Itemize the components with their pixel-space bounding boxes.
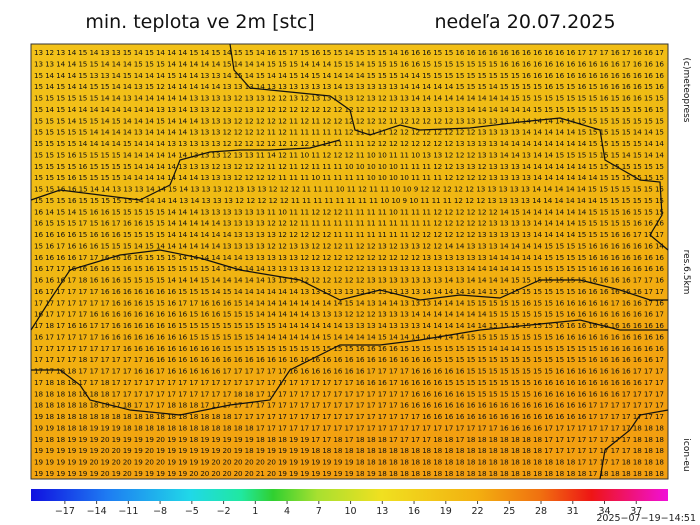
colorbar-tick-label: −2: [217, 506, 231, 517]
value-row: 15 15 15 15 16 15 15 15 15 14 14 14 14 1…: [34, 162, 664, 171]
value-row: 13 13 14 14 15 15 14 14 14 15 15 15 14 1…: [34, 59, 664, 68]
value-row: 18 18 18 18 18 18 18 17 17 17 17 17 17 1…: [34, 389, 664, 398]
value-row: 17 17 18 18 17 17 17 17 17 16 16 17 16 1…: [34, 367, 664, 376]
value-row: 16 17 17 16 16 16 16 15 16 15 16 15 15 1…: [34, 264, 664, 273]
value-row: 16 16 16 17 18 16 16 16 15 15 15 15 14 1…: [34, 276, 664, 285]
value-row: 16 16 16 16 15 16 16 16 15 15 15 15 14 1…: [34, 230, 664, 239]
model-name: icon-eu: [681, 438, 691, 471]
value-row: 19 19 19 19 19 20 19 20 20 19 20 20 19 1…: [34, 458, 664, 467]
colorbar-tick-label: 34: [598, 506, 610, 517]
timestamp: 2025−07−19−14:51: [596, 513, 696, 524]
value-row: 15 15 15 16 15 15 15 15 15 14 14 14 14 1…: [34, 196, 664, 205]
value-row: 15 15 15 15 15 14 14 14 14 13 14 14 14 1…: [34, 128, 664, 137]
colorbar-tick-label: 1: [252, 506, 258, 517]
value-row: 15 14 15 14 14 15 15 14 14 13 15 12 14 1…: [34, 82, 664, 91]
colorbar-tick-label: 19: [440, 506, 452, 517]
value-row: 17 18 17 16 16 17 17 16 16 16 16 16 16 1…: [34, 321, 664, 330]
value-row: 19 19 19 19 19 19 20 20 19 19 20 19 19 1…: [34, 446, 664, 455]
value-row: 15 15 15 16 15 15 15 15 14 14 14 14 14 1…: [34, 173, 664, 182]
value-row: 15 15 15 14 15 15 14 15 14 14 14 15 14 1…: [34, 116, 664, 125]
value-row: 19 18 18 19 19 19 20 19 19 19 19 20 19 1…: [34, 435, 664, 444]
value-row: 17 17 17 17 17 17 17 16 16 16 15 15 16 1…: [34, 298, 664, 307]
colorbar-tick-label: −17: [55, 506, 75, 517]
border-line: [229, 43, 669, 251]
map-title: min. teplota ve 2m [stc]: [85, 11, 314, 33]
colorbar-tick-label: 22: [471, 506, 483, 517]
value-row: 19 18 18 18 18 18 18 18 18 18 18 18 18 1…: [34, 412, 664, 421]
value-row: 16 16 16 16 17 17 16 16 16 16 15 15 15 1…: [34, 253, 664, 262]
colorbar-ticks: −17 −14 −11 −8 −5 −2 1 4 7 10 13 16 19 22 25 28 31 34 37: [55, 501, 642, 517]
map-area: [30, 43, 669, 480]
colorbar-tick-label: 13: [376, 506, 388, 517]
colorbar-tick-label: 37: [630, 506, 642, 517]
borders: [30, 43, 669, 480]
value-row: 15 15 16 16 15 14 14 13 13 13 14 14 15 1…: [34, 185, 664, 194]
border-line: [31, 319, 668, 416]
value-row: 18 18 18 18 18 18 18 17 18 17 17 17 18 1…: [34, 401, 664, 410]
colorbar-tick-label: 28: [535, 506, 547, 517]
value-row: 16 15 15 15 17 15 16 17 16 16 15 15 14 1…: [34, 219, 664, 228]
colorbar-tick-label: 4: [284, 506, 290, 517]
value-row: 15 14 14 14 15 13 13 14 15 14 14 14 15 1…: [34, 71, 664, 80]
resolution: res.6.5km: [681, 250, 691, 295]
border-line: [30, 139, 341, 201]
value-row: 15 15 15 15 14 14 14 14 15 14 14 14 13 1…: [34, 139, 664, 148]
value-row: 19 19 18 18 18 19 19 19 18 18 18 18 18 1…: [34, 423, 664, 432]
value-row: 13 12 13 14 15 14 13 13 15 14 15 14 14 1…: [34, 48, 664, 57]
copyright: (c)meteopress: [681, 58, 691, 123]
value-row: 17 17 17 17 18 17 17 17 17 17 16 16 16 1…: [34, 355, 664, 364]
map-date: nedeľa 20.07.2025: [434, 11, 615, 33]
value-row: 15 15 15 16 15 15 15 15 14 14 14 14 14 1…: [34, 150, 664, 159]
value-row: 16 17 17 17 17 16 16 16 16 16 16 16 16 1…: [34, 310, 664, 319]
colorbar-tick-label: 31: [567, 506, 579, 517]
colorbar-tick-label: 7: [316, 506, 322, 517]
value-row: 19 19 19 19 19 19 20 19 20 19 19 19 19 1…: [34, 469, 664, 478]
value-row: 16 17 17 17 17 17 16 16 16 16 16 16 16 1…: [34, 332, 664, 341]
colorbar-tick-label: −11: [118, 506, 138, 517]
colorbar-tick-label: 10: [345, 506, 357, 517]
value-row: 16 14 15 14 15 16 16 15 15 15 15 15 14 1…: [34, 207, 664, 216]
border-line: [30, 249, 668, 331]
colorbar: [31, 489, 668, 501]
colorbar-tick-label: −5: [185, 506, 199, 517]
colorbar-tick-label: −14: [87, 506, 107, 517]
value-row: 17 17 17 17 17 17 17 17 16 16 16 16 16 1…: [34, 344, 664, 353]
colorbar-tick-label: 16: [408, 506, 420, 517]
value-grid: 13 12 13 14 15 14 13 13 15 14 15 14 14 1…: [34, 48, 664, 478]
colorbar-tick-label: −8: [153, 506, 167, 517]
value-row: 17 18 18 18 17 17 18 17 17 17 17 17 17 1…: [34, 378, 664, 387]
colorbar-tick-label: 25: [503, 506, 515, 517]
value-row: 16 17 17 17 17 17 16 16 16 16 16 16 16 1…: [34, 287, 664, 296]
value-row: 15 16 17 16 16 16 15 15 15 14 15 14 14 1…: [34, 241, 664, 250]
value-row: 15 15 15 15 15 15 14 14 13 14 14 14 14 1…: [34, 94, 664, 103]
border-line: [599, 409, 669, 480]
